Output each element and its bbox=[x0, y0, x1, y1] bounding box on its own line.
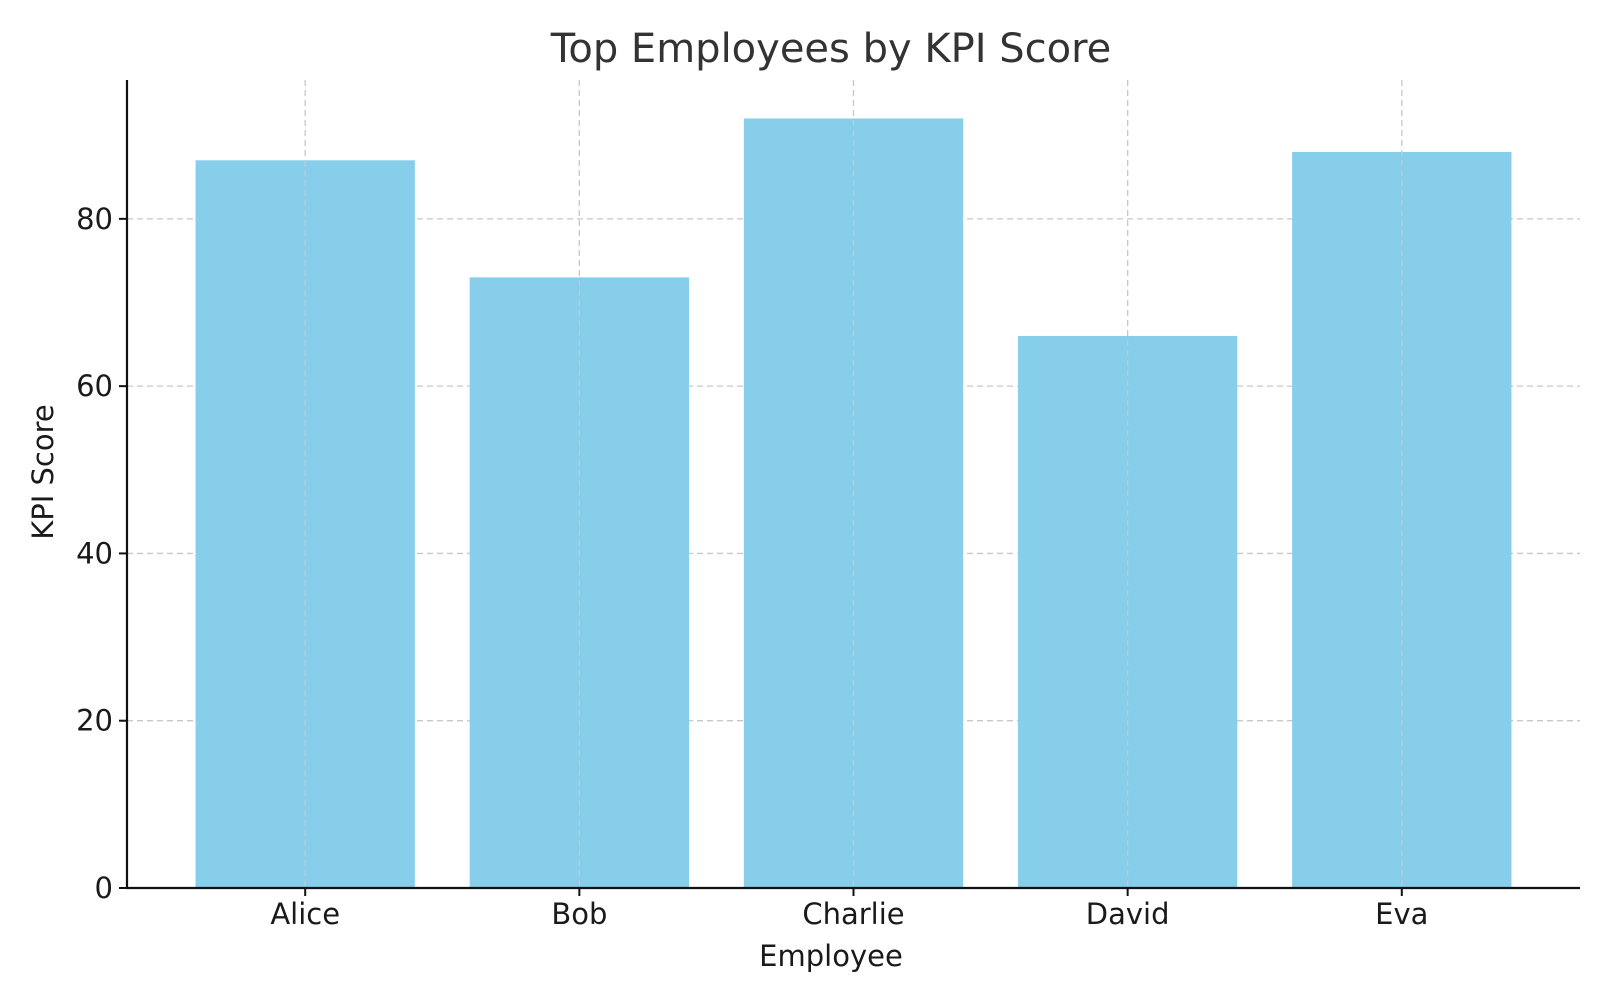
y-tick-label: 0 bbox=[95, 871, 113, 905]
y-tick-label: 80 bbox=[76, 202, 113, 236]
x-tick-label: David bbox=[1086, 897, 1170, 931]
x-tick-label: Charlie bbox=[802, 897, 904, 931]
x-axis-ticks: Alice Bob Charlie David Eva bbox=[270, 888, 1428, 931]
x-tick-label: Bob bbox=[551, 897, 607, 931]
x-axis-label: Employee bbox=[759, 939, 903, 973]
y-axis-ticks: 0 20 40 60 80 bbox=[76, 202, 127, 905]
y-tick-label: 40 bbox=[76, 536, 113, 570]
x-tick-label: Alice bbox=[270, 897, 340, 931]
y-tick-label: 60 bbox=[76, 369, 113, 403]
x-tick-label: Eva bbox=[1375, 897, 1428, 931]
vertical-grid-lines bbox=[304, 80, 1403, 888]
chart-title: Top Employees by KPI Score bbox=[550, 26, 1112, 72]
y-axis-label: KPI Score bbox=[26, 404, 60, 540]
y-tick-label: 20 bbox=[76, 704, 113, 738]
